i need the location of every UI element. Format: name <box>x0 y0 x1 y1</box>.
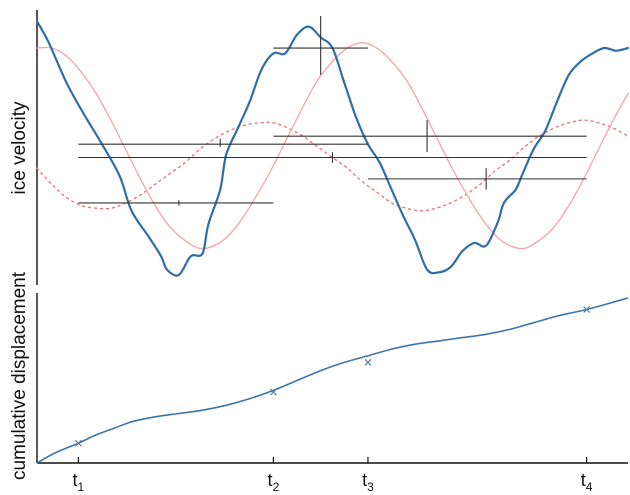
bottom-series-group <box>36 297 629 464</box>
segments-group <box>78 16 587 206</box>
velocity-segment <box>78 152 587 163</box>
x-ticks-group: t1 t2 t3 t4 <box>73 457 593 494</box>
velocity-segment <box>273 120 587 153</box>
ice-velocity-panel: ice velocity <box>9 10 630 285</box>
top-y-axis-label: ice velocity <box>9 101 30 194</box>
x-tick-label: t2 <box>268 470 280 494</box>
bottom-y-axis-label: cumulative displacement <box>9 271 30 480</box>
displacement-marker <box>269 388 277 396</box>
displacement-marker <box>74 439 82 447</box>
cumulative-displacement-line <box>36 297 629 464</box>
velocity-segment <box>367 168 587 190</box>
displacement-marker <box>364 358 372 366</box>
x-tick-label: t1 <box>73 470 85 494</box>
x-tick-label: t3 <box>362 470 374 494</box>
model-velocity-dotted-line <box>36 119 629 212</box>
cumulative-displacement-panel: cumulative displacement t1 t2 t3 t4 <box>9 271 629 494</box>
velocity-segment <box>273 16 368 75</box>
top-series-group <box>35 20 630 277</box>
velocity-segment <box>78 138 368 147</box>
velocity-segment <box>78 200 274 206</box>
model-velocity-line <box>36 42 629 250</box>
displacement-marker <box>583 306 591 313</box>
markers-group <box>74 306 591 447</box>
x-tick-label: t4 <box>581 470 593 494</box>
